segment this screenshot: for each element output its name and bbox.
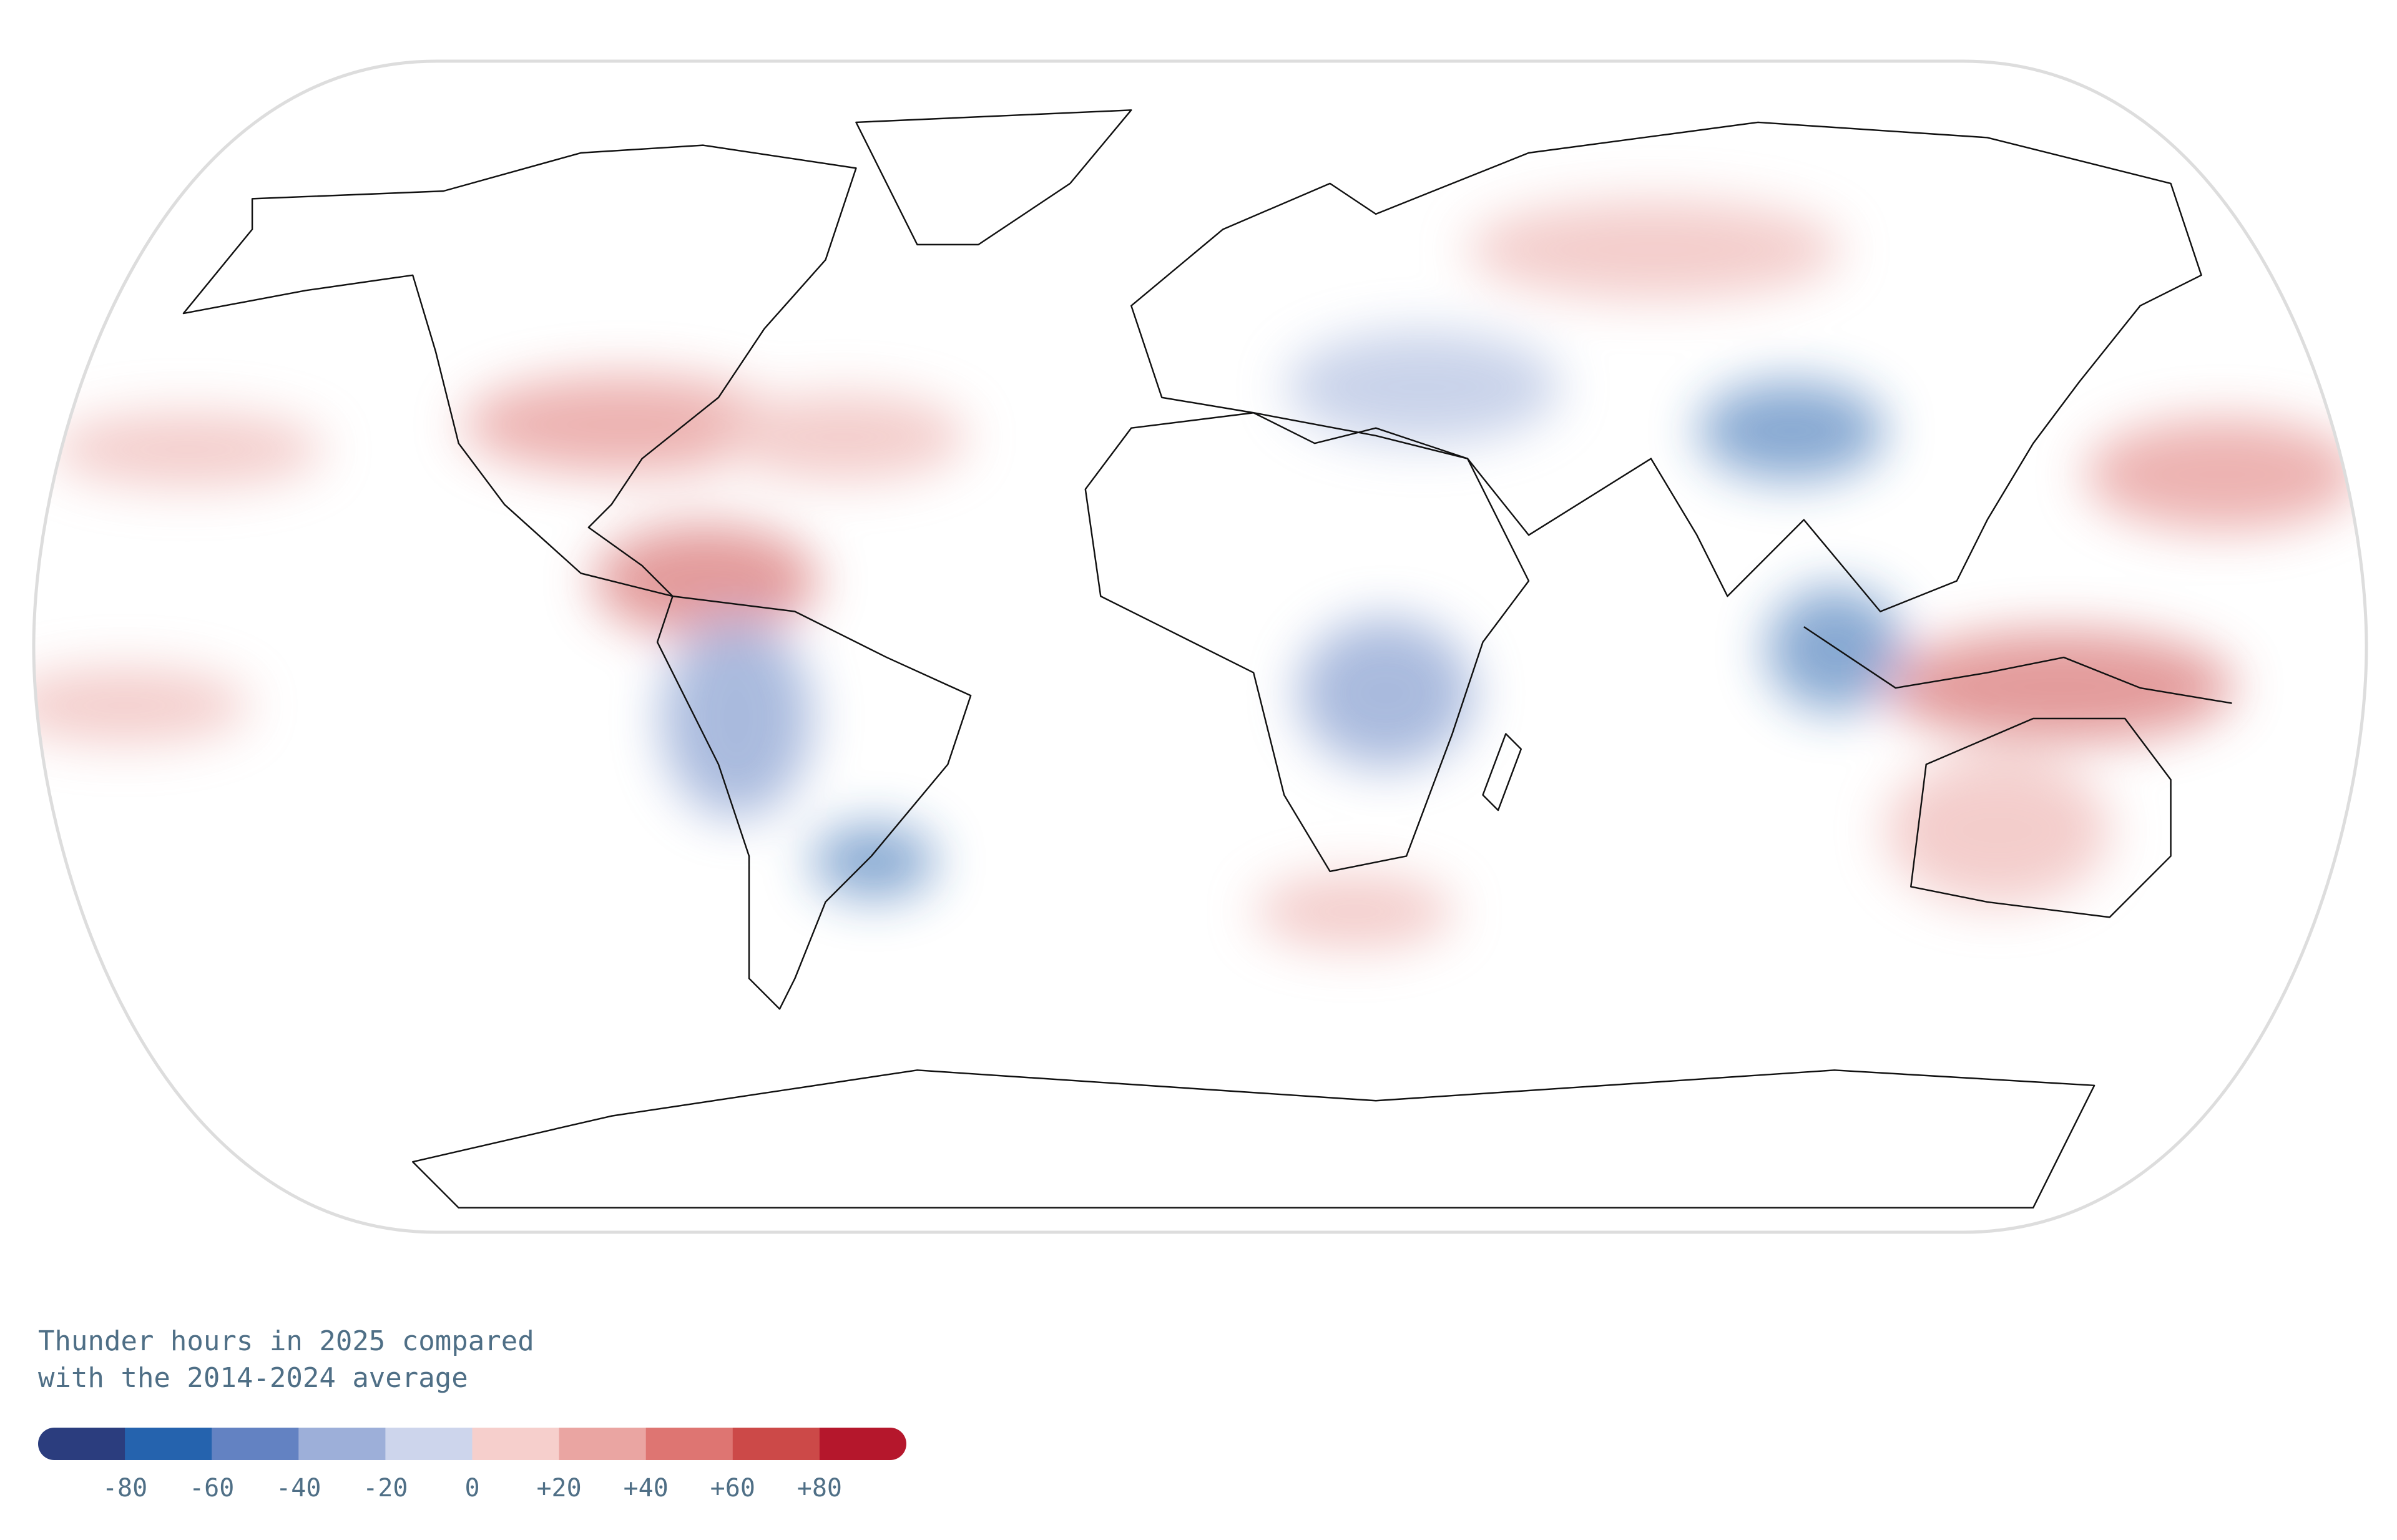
legend-title: Thunder hours in 2025 compared [38, 1325, 534, 1357]
tick-label: -20 [363, 1474, 408, 1503]
australia [1910, 717, 2172, 918]
tick-label: -40 [276, 1474, 321, 1503]
tick-label: +40 [624, 1474, 669, 1503]
color-bin [212, 1428, 299, 1460]
tick-label: +60 [710, 1474, 755, 1503]
coastlines [182, 109, 2232, 1209]
anomaly-field [34, 200, 2360, 949]
tick-label: 0 [464, 1474, 479, 1503]
tick-label: -60 [189, 1474, 234, 1503]
greenland [855, 109, 1132, 246]
eurasia [1130, 121, 2202, 612]
color-bin [298, 1428, 386, 1460]
tick-label: -80 [102, 1474, 147, 1503]
color-bin [472, 1428, 560, 1460]
color-bin [38, 1428, 125, 1460]
color-bin [559, 1428, 647, 1460]
color-bin [732, 1428, 820, 1460]
africa [1084, 412, 1530, 873]
tick-labels: -80 -60 -40 -20 0 +20 +40 +60 +80 [102, 1474, 842, 1503]
color-scale [38, 1428, 906, 1460]
tick-label: +80 [797, 1474, 842, 1503]
legend-title: with the 2014-2024 average [38, 1362, 468, 1394]
color-bin [645, 1428, 733, 1460]
south-america [656, 595, 972, 1010]
color-bin [385, 1428, 473, 1460]
madagascar [1482, 733, 1522, 812]
map-frame [32, 59, 2368, 1234]
indonesia [1803, 626, 2232, 704]
tick-label: +20 [536, 1474, 581, 1503]
color-bin [125, 1428, 212, 1460]
antarctica [412, 1069, 2096, 1209]
north-america [182, 144, 857, 597]
color-bin [819, 1428, 906, 1460]
